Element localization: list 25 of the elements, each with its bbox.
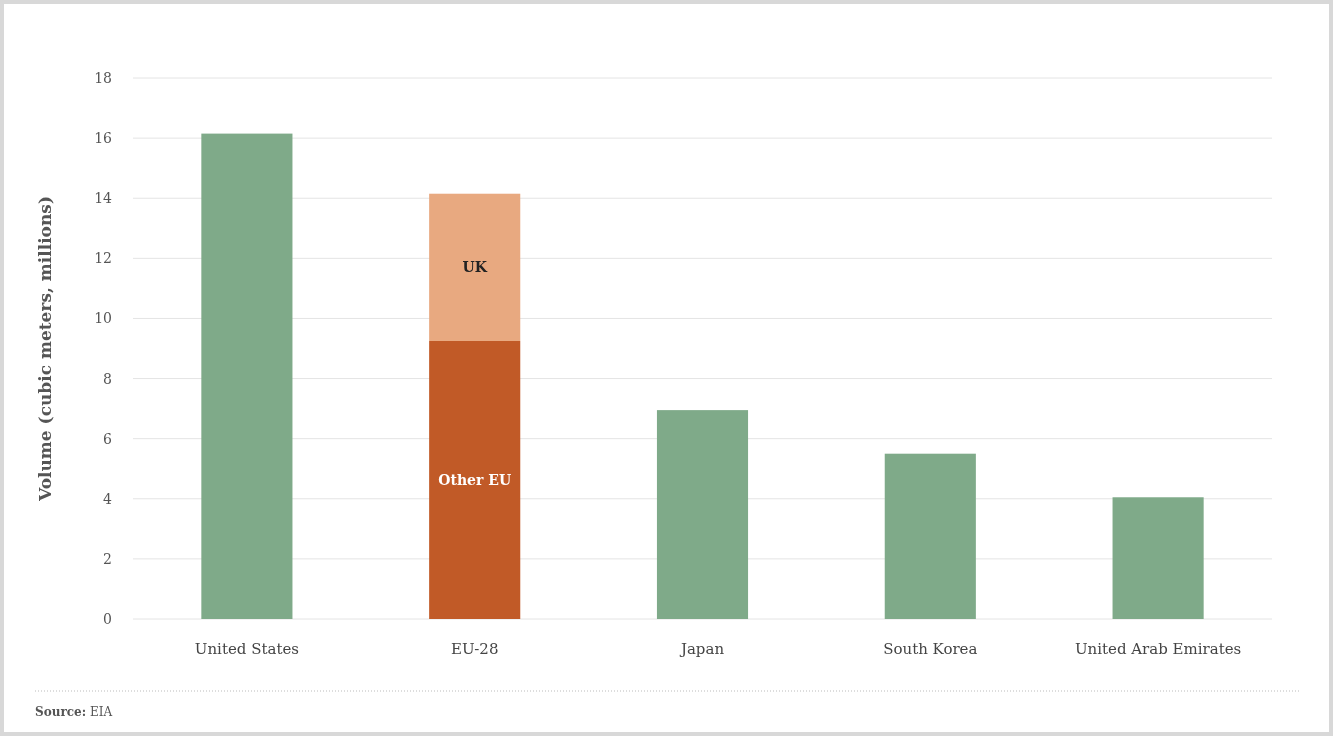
y-tick-label: 16 bbox=[94, 130, 113, 147]
source-note: Source: EIA bbox=[35, 705, 113, 719]
bar bbox=[884, 453, 976, 619]
y-tick-label: 10 bbox=[94, 310, 112, 327]
x-tick-label: United Arab Emirates bbox=[1074, 640, 1242, 658]
y-tick-label: 14 bbox=[94, 190, 113, 207]
y-tick-label: 18 bbox=[94, 70, 112, 86]
y-axis-title: Volume (cubic meters, millions) bbox=[35, 196, 55, 502]
y-tick-label: 8 bbox=[103, 370, 112, 387]
y-tick-label: 0 bbox=[103, 611, 112, 627]
x-tick-label: Japan bbox=[678, 640, 725, 658]
y-tick-label: 4 bbox=[103, 490, 113, 507]
y-tick-label: 2 bbox=[103, 550, 112, 567]
bar bbox=[429, 193, 521, 341]
x-tick-label: United States bbox=[194, 640, 300, 658]
bar bbox=[201, 133, 293, 619]
bar bbox=[429, 340, 521, 619]
y-tick-label: 12 bbox=[94, 250, 112, 267]
series-label: Other EU bbox=[438, 471, 512, 488]
y-tick-label: 6 bbox=[103, 430, 113, 447]
x-tick-label: EU-28 bbox=[450, 640, 499, 658]
bar bbox=[1112, 497, 1204, 619]
x-tick-label: South Korea bbox=[883, 640, 978, 658]
bar bbox=[656, 410, 749, 619]
series-label: UK bbox=[462, 259, 488, 276]
